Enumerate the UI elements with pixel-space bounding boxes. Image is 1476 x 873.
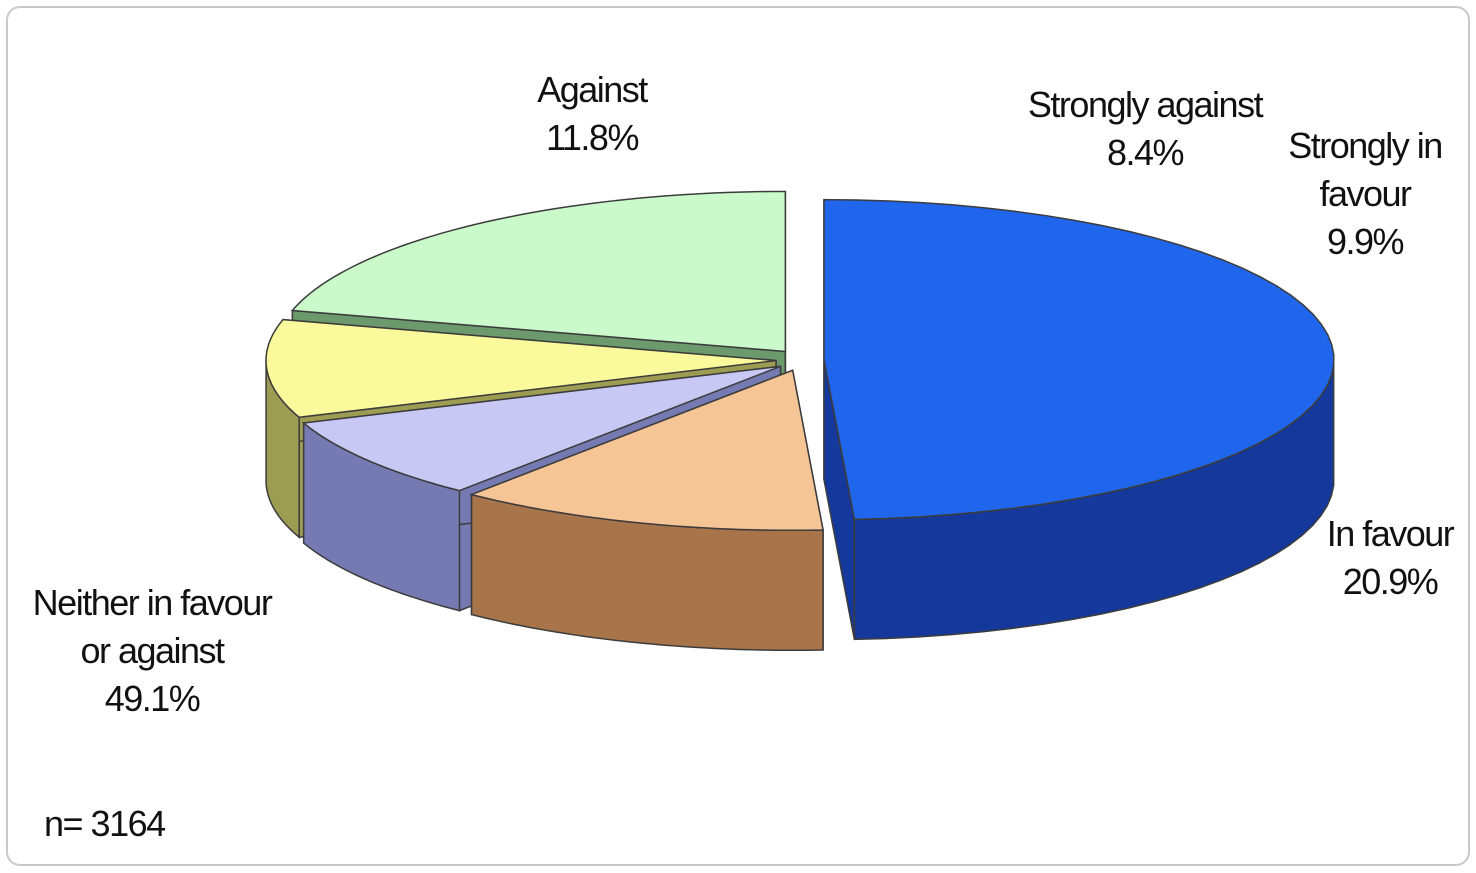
pie-value-strongly-in-favour: 9.9% [1327,221,1404,262]
pie-slice-neither-in-favour-or-against [823,198,1335,521]
pie-label-neither-in-favour-or-against: Neither in favour or against 49.1% [33,582,273,719]
pie-label-strongly-in-favour: Strongly in favour 9.9% [1288,125,1442,262]
pie-label-line: Neither in favour [33,582,273,623]
pie-slice-strongly-against [301,365,781,492]
pie-slice-strongly-in-favour [265,318,777,419]
pie-label-line: favour [1319,173,1412,214]
pie-top-faces [265,190,1335,532]
pie-label-line: Against [537,69,648,110]
pie-slice-against [469,369,824,532]
pie-value-neither-in-favour-or-against: 49.1% [105,678,200,719]
pie-slice-in-favour [290,190,787,353]
pie-value-in-favour: 20.9% [1343,561,1438,602]
pie-labels: Neither in favour or against 49.1% Against 1… [33,69,1457,719]
pie-label-in-favour: In favour 20.9% [1327,513,1455,602]
pie-label-line: Strongly against [1028,84,1264,125]
sample-size-note: n= 3164 [44,803,165,844]
pie-value-strongly-against: 8.4% [1107,132,1184,173]
pie-label-against: Against 11.8% [537,69,648,158]
pie-label-line: or against [80,630,225,671]
pie-value-against: 11.8% [546,117,638,158]
pie-label-line: Strongly in [1288,125,1442,166]
pie-label-line: In favour [1327,513,1455,554]
pie-label-strongly-against: Strongly against 8.4% [1028,84,1264,173]
